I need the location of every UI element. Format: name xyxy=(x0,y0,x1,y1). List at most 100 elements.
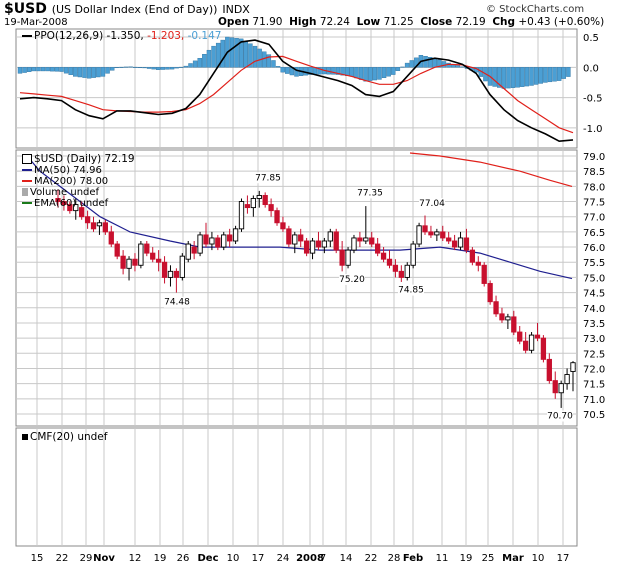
ppo-histogram-bar xyxy=(317,67,322,75)
ppo-histogram-bar xyxy=(31,67,37,72)
moving-averages xyxy=(26,152,573,280)
candle-body xyxy=(292,234,298,245)
price-annotation-bg xyxy=(398,284,424,296)
ppo-histogram-bar xyxy=(335,67,341,75)
candle-body xyxy=(463,237,470,251)
ppo-histogram-bar xyxy=(340,67,345,76)
x-tick-label: 22 xyxy=(365,553,378,564)
candle-body xyxy=(380,252,387,260)
cmf-panel xyxy=(15,427,578,547)
ppo-panel xyxy=(15,28,578,149)
cmf-label: CMF(20) undef xyxy=(30,431,108,443)
price-y-tick-label: 77.5 xyxy=(583,198,605,209)
ppo-histogram-bar xyxy=(105,67,110,74)
ppo-histogram-bar xyxy=(146,67,152,69)
chg-label: Chg xyxy=(492,16,516,28)
ppo-histogram-bar xyxy=(229,37,235,68)
ppo-histogram-bar xyxy=(91,67,96,78)
candle-body xyxy=(410,243,416,266)
candle-body xyxy=(90,222,97,230)
candle-body xyxy=(150,252,156,260)
ma200-legend: MA(200) 78.00 xyxy=(22,176,108,187)
candle-body xyxy=(167,270,174,278)
ppo-histogram-bar xyxy=(220,39,225,68)
ma200-line xyxy=(409,152,573,187)
ppo-histogram-bar xyxy=(497,67,502,88)
price-y-tick-label: 72.0 xyxy=(583,364,605,375)
ppo-histogram-bar xyxy=(73,67,78,77)
ppo-histogram-bar xyxy=(266,54,272,68)
x-tick-label: 29 xyxy=(80,553,93,564)
x-tick-label: 25 xyxy=(482,553,495,564)
candle-swatch xyxy=(22,154,32,164)
price-annotation-bg xyxy=(164,296,190,308)
chart-symbol: $USD (US Dollar Index (End of Day)) INDX xyxy=(4,1,250,17)
candle-body xyxy=(73,204,79,212)
ppo-histogram-bar xyxy=(109,67,115,71)
x-tick-label: 10 xyxy=(532,553,545,564)
ppo-histogram-bar xyxy=(183,65,189,68)
ma50-swatch xyxy=(22,169,32,171)
ppo-histogram-bar xyxy=(275,66,281,68)
ppo-histogram-bar xyxy=(552,67,557,82)
candle-body xyxy=(155,258,162,263)
ppo-histogram-bar xyxy=(538,67,543,84)
candle-body xyxy=(386,258,393,266)
candle-body xyxy=(209,237,215,245)
ppo-histogram-bar xyxy=(566,67,571,77)
ppo-histogram-bar xyxy=(404,62,410,68)
ppo-histogram-bar xyxy=(243,41,249,68)
price-y-tick-label: 71.0 xyxy=(583,395,605,406)
x-tick-label: Feb xyxy=(403,553,423,564)
x-tick-label: 2008 xyxy=(296,553,324,564)
ppo-histogram-bar xyxy=(294,67,299,77)
ppo-histogram-bar xyxy=(529,67,534,86)
price-y-tick-label: 74.0 xyxy=(583,304,605,315)
candle-body xyxy=(161,261,168,278)
price-annotation-bg xyxy=(339,273,365,285)
ppo-histogram-bar xyxy=(386,67,391,77)
x-tick-label: 11 xyxy=(436,553,449,564)
ppo-line xyxy=(19,39,574,143)
candle-body xyxy=(517,331,523,342)
candle-body xyxy=(250,198,256,209)
candle-body xyxy=(457,237,464,248)
price-y-tick-label: 74.5 xyxy=(583,289,605,300)
candle-body xyxy=(558,383,564,394)
ppo-histogram-bar xyxy=(82,67,87,78)
cmf-grid xyxy=(36,428,564,546)
candle-body xyxy=(120,255,126,269)
price-y-tick-label: 77.0 xyxy=(583,213,605,224)
ppo-histogram-bar xyxy=(202,54,207,68)
ma200-swatch xyxy=(22,180,32,182)
ppo-histogram-bar xyxy=(133,66,138,68)
ppo-histogram-bar xyxy=(40,67,46,72)
close-label: Close xyxy=(420,16,453,28)
candle-body xyxy=(315,240,322,248)
ppo-histogram-bar xyxy=(17,67,23,74)
low-value: 71.25 xyxy=(383,16,414,28)
ppo-histogram-bar xyxy=(515,67,520,88)
ema60-swatch xyxy=(22,202,32,204)
x-tick-label: 15 xyxy=(31,553,44,564)
ppo-histogram-bar xyxy=(432,58,437,68)
x-tick-label: 28 xyxy=(388,553,401,564)
x-tick-label: Dec xyxy=(197,553,218,564)
candle-body xyxy=(203,234,209,245)
price-annotation: 70.70 xyxy=(547,412,573,422)
candle-body xyxy=(404,264,410,278)
candle-body xyxy=(173,270,180,278)
price-y-tick-label: 78.5 xyxy=(583,167,605,178)
high-value: 72.24 xyxy=(319,16,350,28)
price-annotation: 77.35 xyxy=(357,188,383,198)
ppo-histogram-bar xyxy=(510,67,516,88)
candle-body xyxy=(440,231,446,239)
ppo-histogram-bar xyxy=(262,51,267,68)
price-panel xyxy=(15,149,578,427)
ppo-signal-line xyxy=(19,55,574,134)
price-y-tick-label: 72.5 xyxy=(583,349,605,360)
candle-body xyxy=(191,246,197,254)
symbol-exchange: INDX xyxy=(222,3,250,16)
price-y-axis: 79.0 78.5 78.0 77.5 77.0 76.5 76.0 75.5 75.0 74.5… xyxy=(583,152,605,421)
